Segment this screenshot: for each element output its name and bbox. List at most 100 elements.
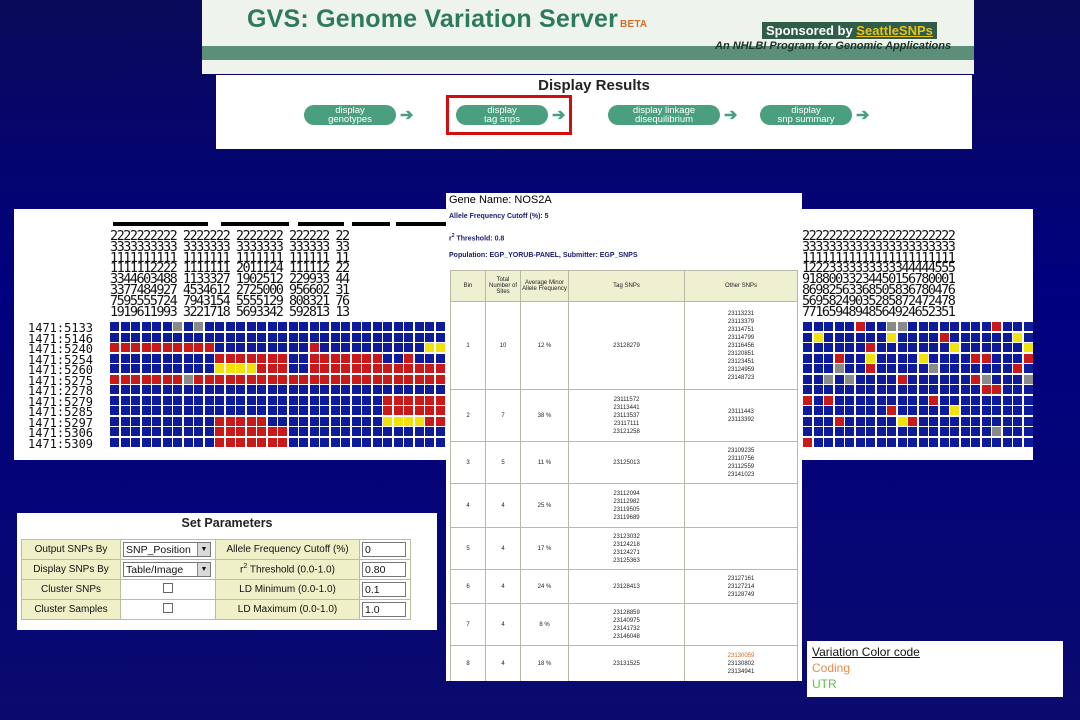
genotype-cell <box>351 343 361 352</box>
genotype-cell <box>813 437 823 447</box>
genotype-cell <box>162 406 172 415</box>
other-snp-id: 23111443 <box>728 408 754 415</box>
other-snp-id: 23116456 <box>727 342 755 349</box>
genotype-cell <box>1023 353 1033 363</box>
genotype-cell <box>908 332 917 342</box>
genotype-cell <box>887 385 896 394</box>
genotype-cell <box>435 395 445 405</box>
genotype-cell <box>845 437 854 447</box>
genotype-cell <box>929 374 938 384</box>
genotype-cell <box>341 385 350 394</box>
genotype-cell <box>267 374 277 384</box>
ld-min-input[interactable]: 0.1 <box>362 582 406 597</box>
ld-max-input[interactable]: 1.0 <box>362 602 406 617</box>
genotype-cell <box>950 322 959 331</box>
genotype-cell <box>225 437 235 447</box>
allele-cutoff-input[interactable]: 0 <box>362 542 406 557</box>
display-snps-by-select[interactable]: Table/Image ▼ <box>123 562 211 577</box>
genotype-cell <box>236 385 245 394</box>
genotype-cell <box>246 406 256 415</box>
genotype-cell <box>383 353 392 363</box>
genotype-cell <box>393 332 403 342</box>
genotype-cell <box>351 416 361 426</box>
genotype-cell <box>183 343 193 352</box>
tag-snps-cell: 23111572 23113441 23113537 23117111 23121258 <box>568 389 685 442</box>
genotype-cell <box>803 395 812 405</box>
display-tag-snps-button[interactable]: display tag snps <box>456 105 548 125</box>
snp-position-digit-row: 77165948948564924652351 <box>802 303 956 320</box>
genotype-cell <box>299 364 308 373</box>
genotype-cell <box>299 406 308 415</box>
genotype-cell <box>330 353 340 363</box>
genotype-cell <box>929 437 938 447</box>
genotype-cell <box>110 374 119 384</box>
genotype-cell <box>351 364 361 373</box>
display-linkage-disequilibrium-button[interactable]: display linkage disequilibrium <box>608 105 720 125</box>
genotype-cell <box>215 364 224 373</box>
cluster-samples-label: Cluster Samples <box>21 599 121 620</box>
genotype-cell <box>435 427 445 436</box>
tag-snps-cell: 23128279 <box>568 301 685 390</box>
snp-position-digit-row: 91880033234450156780001 <box>802 271 956 288</box>
col-avg-maf: Average Minor Allele Frequency <box>520 270 569 302</box>
genotype-cell <box>162 364 172 373</box>
r2-threshold-input[interactable]: 0.80 <box>362 562 406 577</box>
genotype-cell <box>215 374 224 384</box>
genotype-cell <box>194 395 203 405</box>
genotype-cell <box>897 427 907 436</box>
genotype-cell <box>981 364 991 373</box>
genotype-cell <box>929 385 938 394</box>
genotype-cell <box>971 406 980 415</box>
genotype-cell <box>372 406 382 415</box>
genotype-cell <box>131 416 140 426</box>
genotype-cell <box>950 427 959 436</box>
genotype-cell <box>288 332 298 342</box>
display-genotypes-button[interactable]: display genotypes <box>304 105 396 125</box>
genotype-cell <box>414 343 424 352</box>
genotype-cell <box>866 374 875 384</box>
genotype-cell <box>960 385 970 394</box>
banner-title: GVS: Genome Variation Server BETA <box>247 5 648 33</box>
bin-cell: 6 <box>450 569 486 604</box>
genotype-cell <box>131 395 140 405</box>
genotype-cell <box>246 322 256 331</box>
genotype-cell <box>362 437 371 447</box>
genotype-cell <box>257 395 266 405</box>
tag-snp-id: 23111572 <box>613 396 640 403</box>
genotype-cell <box>330 385 340 394</box>
ld-min-label: LD Minimum (0.0-1.0) <box>215 579 360 600</box>
genotype-cell <box>918 364 928 373</box>
genotype-cell <box>992 343 1001 352</box>
genotype-cell <box>236 427 245 436</box>
genotype-cell <box>372 343 382 352</box>
genotype-cell <box>425 437 434 447</box>
display-snp-summary-button[interactable]: display snp summary <box>760 105 852 125</box>
genotype-cell <box>120 437 130 447</box>
genotype-cell <box>309 322 319 331</box>
genotype-cell <box>960 374 970 384</box>
cluster-snps-checkbox[interactable] <box>163 583 173 593</box>
output-snps-by-select[interactable]: SNP_Position ▼ <box>123 542 211 557</box>
genotype-cell <box>834 322 844 331</box>
arrow-icon: ➔ <box>552 107 566 124</box>
genotype-cell <box>309 437 319 447</box>
genotype-cell <box>372 427 382 436</box>
genotype-cell <box>110 322 119 331</box>
genotype-cell <box>425 395 434 405</box>
genotype-cell <box>204 343 214 352</box>
genotype-cell <box>288 385 298 394</box>
genotype-cell <box>1002 353 1012 363</box>
genotype-cell <box>887 364 896 373</box>
genotype-cell <box>897 437 907 447</box>
genotype-cell <box>362 374 371 384</box>
genotype-cell <box>855 395 865 405</box>
genotype-cell <box>992 322 1001 331</box>
genotype-cell <box>309 385 319 394</box>
genotype-cell <box>141 374 151 384</box>
genotype-cell <box>330 332 340 342</box>
cluster-samples-checkbox[interactable] <box>163 603 173 613</box>
genotype-cell <box>162 343 172 352</box>
seattlesnps-link[interactable]: SeattleSNPs <box>856 23 933 38</box>
genotype-cell <box>194 353 203 363</box>
genotype-cell <box>215 406 224 415</box>
